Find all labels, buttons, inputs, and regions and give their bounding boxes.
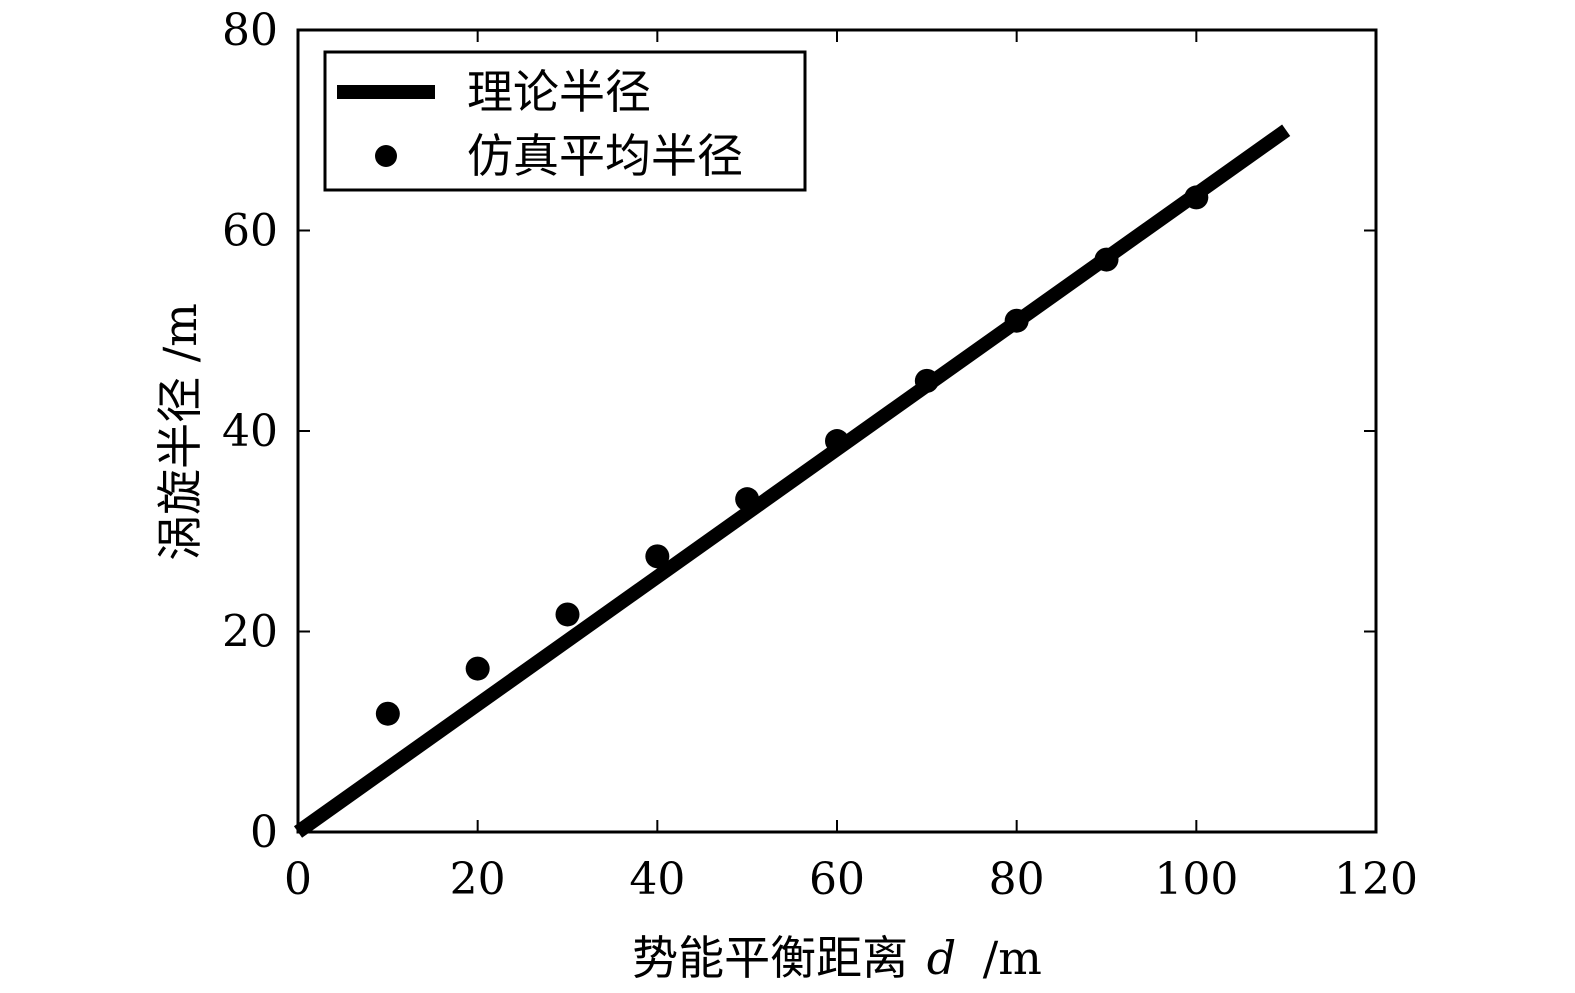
simulation-point [645, 544, 670, 569]
y-tick-label: 60 [222, 206, 278, 257]
theory-radius-line [293, 124, 1291, 838]
simulation-point [825, 429, 849, 454]
legend-label-theory: 理论半径 [467, 65, 651, 119]
x-axis-label-variable: d [927, 931, 956, 985]
legend-box [323, 50, 807, 192]
simulation-point [375, 701, 400, 726]
simulation-point [1094, 247, 1119, 272]
legend-label-simulation: 仿真平均半径 [467, 129, 743, 183]
y-tick-label: 40 [222, 406, 278, 457]
legend-marker-swatch [375, 145, 397, 167]
x-tick-label: 20 [450, 854, 506, 905]
axis-tick-labels: 0 20 40 60 80 100 120 0 20 40 60 80 [222, 5, 1418, 905]
simulation-point [1184, 185, 1209, 210]
simulation-point [555, 602, 580, 627]
simulation-point [465, 656, 490, 681]
x-axis-label-unit: /m [983, 931, 1042, 985]
y-tick-label: 20 [222, 607, 278, 658]
x-axis-label-text: 势能平衡距离 [632, 931, 908, 985]
simulation-point [914, 368, 939, 393]
simulation-point [735, 487, 760, 512]
y-axis-label: 涡旋半径 /m [153, 303, 207, 561]
x-tick-label: 0 [284, 854, 312, 905]
x-tick-label: 60 [809, 854, 865, 905]
x-tick-label: 80 [989, 854, 1045, 905]
x-axis-label: 势能平衡距离 d /m [632, 931, 1042, 985]
y-tick-label: 0 [250, 807, 278, 858]
x-tick-label: 40 [629, 854, 685, 905]
x-tick-label: 120 [1334, 854, 1418, 905]
simulation-point [1004, 308, 1029, 333]
x-tick-label: 100 [1154, 854, 1238, 905]
series-layer [293, 124, 1291, 838]
plot-frame [296, 28, 1378, 834]
legend: 理论半径 仿真平均半径 [323, 50, 807, 192]
y-tick-label: 80 [222, 5, 278, 56]
